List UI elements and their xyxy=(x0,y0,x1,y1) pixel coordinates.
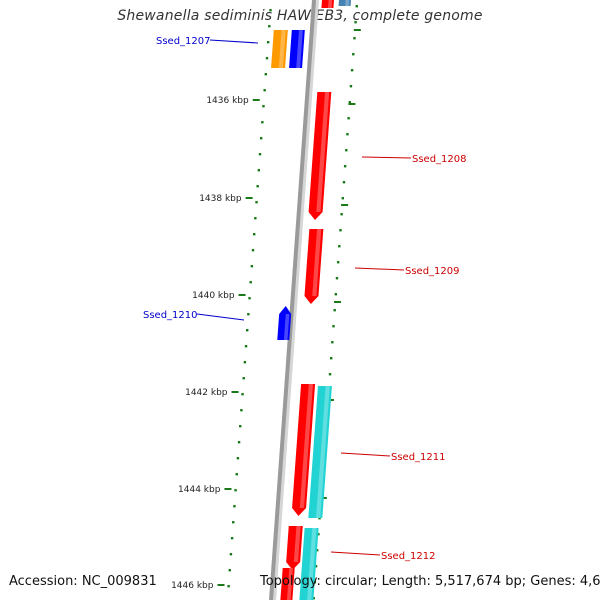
inner-dotted-ring xyxy=(227,9,272,588)
kbp-tick: 1440 kbp xyxy=(192,291,246,301)
gene-ssed-1211-red xyxy=(292,384,316,516)
gene-label-text[interactable]: Ssed_1208 xyxy=(412,154,467,165)
gene-features xyxy=(271,0,351,600)
gene-top-steel xyxy=(338,0,351,6)
gene-ssed-1212-cyan xyxy=(299,528,319,600)
gene-label-ssed_1207[interactable]: Ssed_1207 xyxy=(156,36,259,47)
gene-label-text[interactable]: Ssed_1207 xyxy=(156,36,211,47)
kbp-tick: 1438 kbp xyxy=(199,194,253,204)
gene-label-ssed_1212[interactable]: Ssed_1212 xyxy=(330,551,436,562)
gene-label-ssed_1211[interactable]: Ssed_1211 xyxy=(340,452,446,463)
kbp-tick-label: 1444 kbp xyxy=(178,485,221,495)
gene-label-ssed_1209[interactable]: Ssed_1209 xyxy=(354,266,460,277)
genome-summary-text: Topology: circular; Length: 5,517,674 bp… xyxy=(260,574,600,589)
gene-ssed-1211-cyan xyxy=(308,386,332,518)
kbp-tick-label: 1446 kbp xyxy=(171,581,214,591)
kbp-tick-label: 1438 kbp xyxy=(199,194,242,204)
backbone-layer xyxy=(269,0,319,600)
kbp-tick-label: 1436 kbp xyxy=(206,96,249,106)
kbp-ticks: 1436 kbp 1438 kbp 1440 kbp 1442 kbp 1444 kbp… xyxy=(171,96,260,591)
gene-label-text[interactable]: Ssed_1210 xyxy=(143,310,198,321)
kbp-tick: 1442 kbp xyxy=(185,388,239,398)
gene-ssed-1208 xyxy=(308,92,332,220)
gene-label-text[interactable]: Ssed_1212 xyxy=(381,551,436,562)
gene-top-red xyxy=(321,0,334,8)
gene-bottom-red xyxy=(280,568,295,600)
accession-text: Accession: NC_009831 xyxy=(9,574,157,589)
backbone-line xyxy=(269,0,316,600)
gene-ssed-1207-orange xyxy=(271,30,288,68)
gene-ssed-1210 xyxy=(277,306,292,340)
gene-ssed-1212-red xyxy=(286,526,303,570)
kbp-tick-label: 1442 kbp xyxy=(185,388,228,398)
map-title: Shewanella sediminis HAW-EB3, complete g… xyxy=(117,8,483,24)
gene-label-ssed_1210[interactable]: Ssed_1210 xyxy=(143,310,245,321)
kbp-tick: 1444 kbp xyxy=(178,485,232,495)
gene-ssed-1209 xyxy=(304,229,324,304)
gene-label-text[interactable]: Ssed_1209 xyxy=(405,266,460,277)
kbp-tick: 1446 kbp xyxy=(171,581,225,591)
kbp-tick-label: 1440 kbp xyxy=(192,291,235,301)
gene-ssed-1207-blue xyxy=(289,30,305,68)
gene-label-text[interactable]: Ssed_1211 xyxy=(391,452,446,463)
kbp-tick: 1436 kbp xyxy=(206,96,260,106)
gene-labels: Ssed_1207 Ssed_1208 Ssed_1209 Ssed_1210 Ssed… xyxy=(143,36,467,562)
gene-label-ssed_1208[interactable]: Ssed_1208 xyxy=(361,154,467,165)
